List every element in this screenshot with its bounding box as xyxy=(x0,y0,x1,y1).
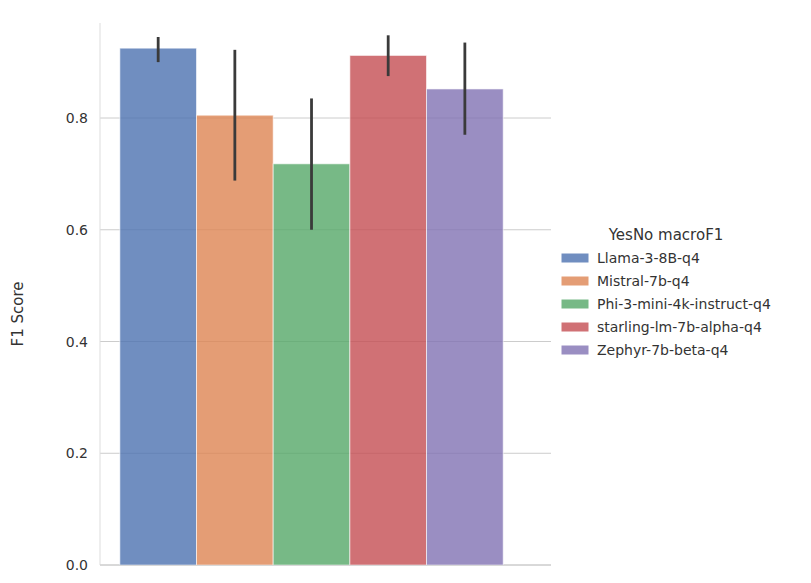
legend-swatch xyxy=(561,276,589,286)
error-bar xyxy=(233,50,236,181)
legend-title: YesNo macroF1 xyxy=(608,226,724,244)
marks xyxy=(120,35,503,565)
tick-label: 0.0 xyxy=(66,557,88,573)
legend-swatch xyxy=(561,322,589,332)
legend-label: starling-lm-7b-alpha-q4 xyxy=(597,319,762,335)
y-axis-label: F1 Score xyxy=(9,282,27,347)
legend: YesNo macroF1Llama-3-8B-q4Mistral-7b-q4 … xyxy=(561,226,771,358)
legend-label: Zephyr-7b-beta-q4 xyxy=(597,342,729,358)
tick-label: 0.2 xyxy=(66,445,88,461)
error-bar xyxy=(463,43,466,135)
legend-swatch xyxy=(561,253,589,263)
error-bar xyxy=(387,35,390,76)
error-bar xyxy=(157,37,160,62)
bar xyxy=(120,48,197,565)
bar xyxy=(350,55,427,565)
error-bar xyxy=(310,98,313,229)
tick-label: 0.4 xyxy=(66,334,88,350)
chart: 0.0 0.2 0.4 0.6 0.8 F1 Score YesNo macroF1 Llam… xyxy=(0,0,811,583)
legend-label: Mistral-7b-q4 xyxy=(597,273,690,289)
y-axis-line xyxy=(100,23,101,565)
legend-label: Llama-3-8B-q4 xyxy=(597,250,700,266)
tick-label: 0.8 xyxy=(66,110,88,126)
legend-label: Phi-3-mini-4k-instruct-q4 xyxy=(597,296,771,312)
legend-swatch xyxy=(561,299,589,309)
bar xyxy=(427,89,504,565)
tick-label: 0.6 xyxy=(66,222,88,238)
legend-swatch xyxy=(561,345,589,355)
bar xyxy=(197,115,274,565)
